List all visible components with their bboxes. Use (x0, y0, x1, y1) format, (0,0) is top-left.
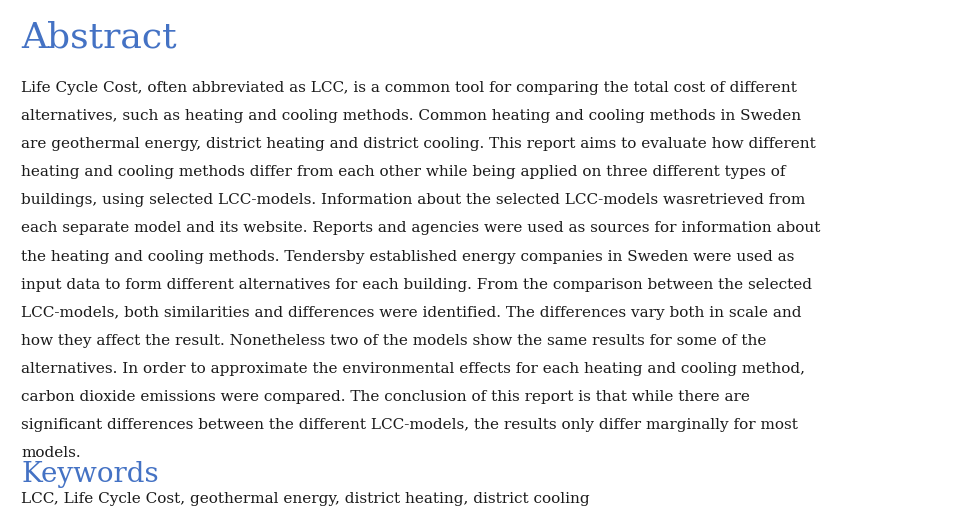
Text: alternatives. In order to approximate the environmental effects for each heating: alternatives. In order to approximate th… (21, 362, 805, 376)
Text: models.: models. (21, 446, 81, 461)
Text: LCC, Life Cycle Cost, geothermal energy, district heating, district cooling: LCC, Life Cycle Cost, geothermal energy,… (21, 492, 589, 506)
Text: how they affect the result. Nonetheless two of the models show the same results : how they affect the result. Nonetheless … (21, 334, 766, 348)
Text: the heating and cooling methods. Tendersby established energy companies in Swede: the heating and cooling methods. Tenders… (21, 250, 795, 264)
Text: carbon dioxide emissions were compared. The conclusion of this report is that wh: carbon dioxide emissions were compared. … (21, 390, 750, 404)
Text: buildings, using selected LCC-models. Information about the selected LCC-models : buildings, using selected LCC-models. In… (21, 193, 805, 207)
Text: are geothermal energy, district heating and district cooling. This report aims t: are geothermal energy, district heating … (21, 137, 816, 151)
Text: input data to form different alternatives for each building. From the comparison: input data to form different alternative… (21, 278, 812, 292)
Text: Life Cycle Cost, often abbreviated as LCC, is a common tool for comparing the to: Life Cycle Cost, often abbreviated as LC… (21, 81, 797, 95)
Text: significant differences between the different LCC-models, the results only diffe: significant differences between the diff… (21, 418, 798, 432)
Text: Abstract: Abstract (21, 21, 177, 55)
Text: LCC-models, both similarities and differences were identified. The differences v: LCC-models, both similarities and differ… (21, 306, 802, 320)
Text: each separate model and its website. Reports and agencies were used as sources f: each separate model and its website. Rep… (21, 221, 821, 235)
Text: heating and cooling methods differ from each other while being applied on three : heating and cooling methods differ from … (21, 165, 785, 179)
Text: Keywords: Keywords (21, 461, 158, 488)
Text: alternatives, such as heating and cooling methods. Common heating and cooling me: alternatives, such as heating and coolin… (21, 109, 802, 123)
